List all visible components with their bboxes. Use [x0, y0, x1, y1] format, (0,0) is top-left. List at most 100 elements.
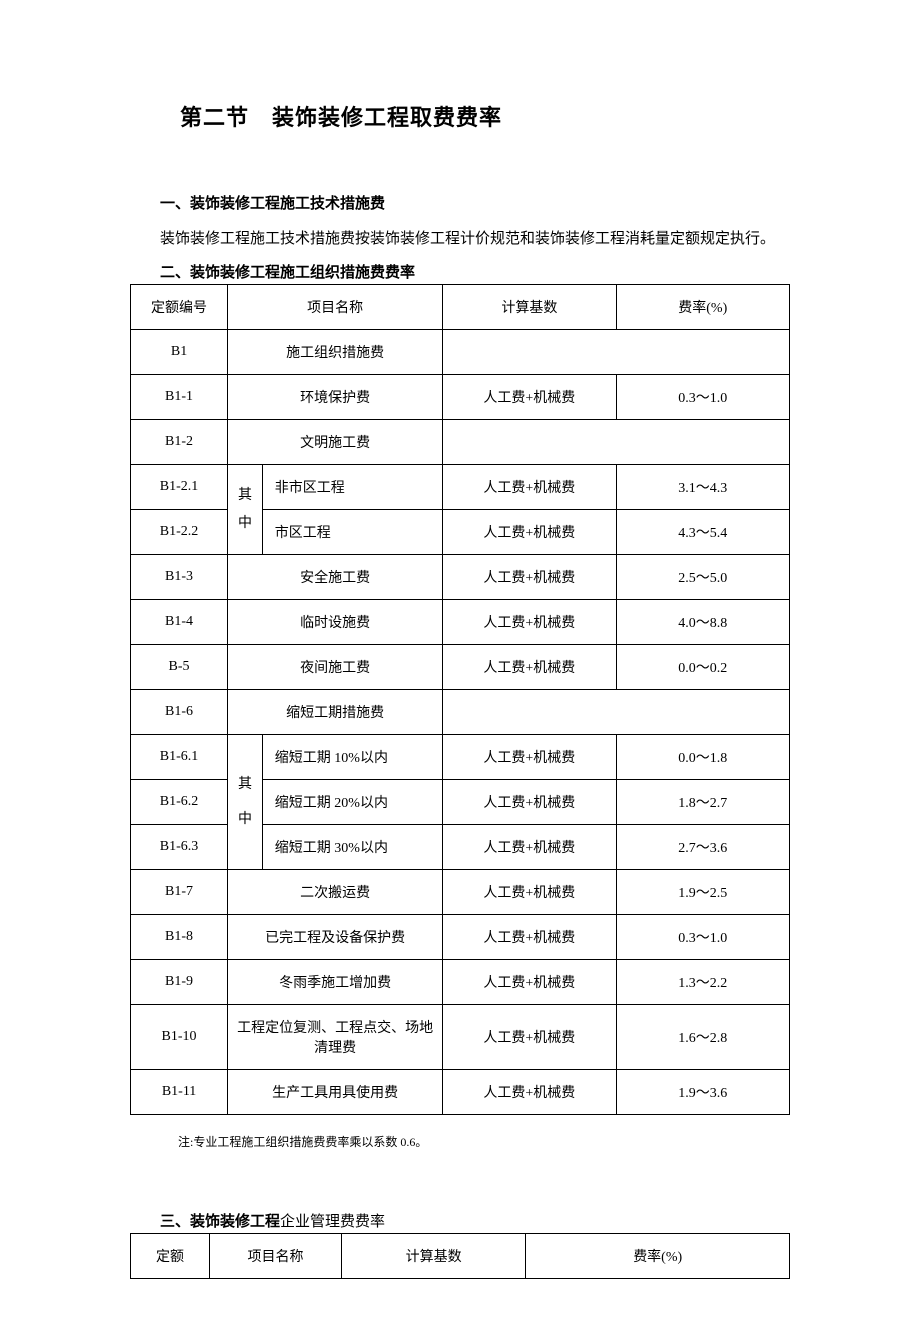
cell-code: B1-2.2: [131, 510, 228, 555]
cell-code: B1-6.3: [131, 825, 228, 870]
cell-base: 人工费+机械费: [443, 555, 616, 600]
header-rate: 费率(%): [616, 285, 789, 330]
header-code: 定额编号: [131, 285, 228, 330]
cell-base: 人工费+机械费: [443, 600, 616, 645]
cell-rate: 4.0～8.8: [616, 600, 789, 645]
cell-base: 人工费+机械费: [443, 825, 616, 870]
cell-code: B1-6.2: [131, 780, 228, 825]
cell-code: B1-11: [131, 1070, 228, 1115]
cell-base: 人工费+机械费: [443, 645, 616, 690]
cell-rate: 1.8～2.7: [616, 780, 789, 825]
table-header-row: 定额 项目名称 计算基数 费率(%): [131, 1234, 790, 1279]
cell-name: 生产工具用具使用费: [228, 1070, 443, 1115]
cell-name: 缩短工期 30%以内: [262, 825, 442, 870]
table-row: B1-6 缩短工期措施费: [131, 690, 790, 735]
cell-rate: 1.3～2.2: [616, 960, 789, 1005]
cell-rate: 0.3～1.0: [616, 375, 789, 420]
heading-3-rest: 企业管理费费率: [280, 1214, 385, 1230]
cell-empty: [443, 330, 790, 375]
cell-code: B1-10: [131, 1005, 228, 1070]
table-row: B1-2.1 其中 非市区工程 人工费+机械费 3.1～4.3: [131, 465, 790, 510]
cell-rate: 3.1～4.3: [616, 465, 789, 510]
cell-empty: [443, 420, 790, 465]
heading-1: 一、装饰装修工程施工技术措施费: [130, 192, 790, 213]
cell-base: 人工费+机械费: [443, 960, 616, 1005]
cell-code: B1-9: [131, 960, 228, 1005]
table-row: B1-3 安全施工费 人工费+机械费 2.5～5.0: [131, 555, 790, 600]
cell-name: 安全施工费: [228, 555, 443, 600]
cell-code: B1-2.1: [131, 465, 228, 510]
table-row: B1 施工组织措施费: [131, 330, 790, 375]
cell-name: 夜间施工费: [228, 645, 443, 690]
cell-code: B1-1: [131, 375, 228, 420]
table-row: B1-9 冬雨季施工增加费 人工费+机械费 1.3～2.2: [131, 960, 790, 1005]
paragraph-1: 装饰装修工程施工技术措施费按装饰装修工程计价规范和装饰装修工程消耗量定额规定执行…: [130, 221, 790, 257]
cell-qizhong: 其中: [228, 465, 263, 555]
cell-rate: 4.3～5.4: [616, 510, 789, 555]
cell-name: 缩短工期措施费: [228, 690, 443, 735]
cell-rate: 1.9～2.5: [616, 870, 789, 915]
table-row: B-5 夜间施工费 人工费+机械费 0.0～0.2: [131, 645, 790, 690]
cell-code: B1-7: [131, 870, 228, 915]
cell-code: B1-3: [131, 555, 228, 600]
header-name: 项目名称: [210, 1234, 342, 1279]
table-row: B1-4 临时设施费 人工费+机械费 4.0～8.8: [131, 600, 790, 645]
cell-base: 人工费+机械费: [443, 915, 616, 960]
cell-base: 人工费+机械费: [443, 1070, 616, 1115]
header-base: 计算基数: [443, 285, 616, 330]
cell-code: B1-2: [131, 420, 228, 465]
heading-2: 二、装饰装修工程施工组织措施费费率: [130, 261, 790, 284]
header-name: 项目名称: [228, 285, 443, 330]
table-row: B1-6.1 其中 缩短工期 10%以内 人工费+机械费 0.0～1.8: [131, 735, 790, 780]
cell-rate: 2.5～5.0: [616, 555, 789, 600]
cell-name: 环境保护费: [228, 375, 443, 420]
cell-rate: 1.9～3.6: [616, 1070, 789, 1115]
cell-base: 人工费+机械费: [443, 465, 616, 510]
table-measures: 定额编号 项目名称 计算基数 费率(%) B1 施工组织措施费 B1-1 环境保…: [130, 284, 790, 1115]
table-row: B1-11 生产工具用具使用费 人工费+机械费 1.9～3.6: [131, 1070, 790, 1115]
table-mgmt: 定额 项目名称 计算基数 费率(%): [130, 1233, 790, 1279]
cell-code: B1-6.1: [131, 735, 228, 780]
table-row: B1-8 已完工程及设备保护费 人工费+机械费 0.3～1.0: [131, 915, 790, 960]
cell-code: B1-8: [131, 915, 228, 960]
cell-name: 施工组织措施费: [228, 330, 443, 375]
header-base: 计算基数: [341, 1234, 526, 1279]
table-row: B1-10 工程定位复测、工程点交、场地清理费 人工费+机械费 1.6～2.8: [131, 1005, 790, 1070]
cell-name: 非市区工程: [262, 465, 442, 510]
cell-rate: 0.0～1.8: [616, 735, 789, 780]
cell-code: B-5: [131, 645, 228, 690]
cell-name: 缩短工期 20%以内: [262, 780, 442, 825]
cell-name: 文明施工费: [228, 420, 443, 465]
cell-rate: 0.3～1.0: [616, 915, 789, 960]
section-title: 第二节 装饰装修工程取费费率: [180, 100, 790, 132]
cell-base: 人工费+机械费: [443, 1005, 616, 1070]
table-row: B1-2 文明施工费: [131, 420, 790, 465]
cell-name: 缩短工期 10%以内: [262, 735, 442, 780]
cell-base: 人工费+机械费: [443, 735, 616, 780]
cell-name: 市区工程: [262, 510, 442, 555]
cell-rate: 2.7～3.6: [616, 825, 789, 870]
table-row: B1-7 二次搬运费 人工费+机械费 1.9～2.5: [131, 870, 790, 915]
cell-base: 人工费+机械费: [443, 510, 616, 555]
cell-name: 已完工程及设备保护费: [228, 915, 443, 960]
cell-code: B1-4: [131, 600, 228, 645]
heading-3: 三、装饰装修工程企业管理费费率: [130, 1210, 790, 1233]
cell-empty: [443, 690, 790, 735]
table-row: B1-1 环境保护费 人工费+机械费 0.3～1.0: [131, 375, 790, 420]
header-code: 定额: [131, 1234, 210, 1279]
cell-code: B1-6: [131, 690, 228, 735]
cell-base: 人工费+机械费: [443, 375, 616, 420]
note-text: 注:专业工程施工组织措施费费率乘以系数 0.6。: [130, 1133, 790, 1150]
heading-3-bold: 三、装饰装修工程: [160, 1214, 280, 1230]
cell-base: 人工费+机械费: [443, 780, 616, 825]
header-rate: 费率(%): [526, 1234, 790, 1279]
cell-qizhong: 其中: [228, 735, 263, 870]
cell-name: 临时设施费: [228, 600, 443, 645]
cell-name: 二次搬运费: [228, 870, 443, 915]
cell-rate: 0.0～0.2: [616, 645, 789, 690]
cell-rate: 1.6～2.8: [616, 1005, 789, 1070]
cell-name: 冬雨季施工增加费: [228, 960, 443, 1005]
table-header-row: 定额编号 项目名称 计算基数 费率(%): [131, 285, 790, 330]
cell-name: 工程定位复测、工程点交、场地清理费: [228, 1005, 443, 1070]
cell-code: B1: [131, 330, 228, 375]
